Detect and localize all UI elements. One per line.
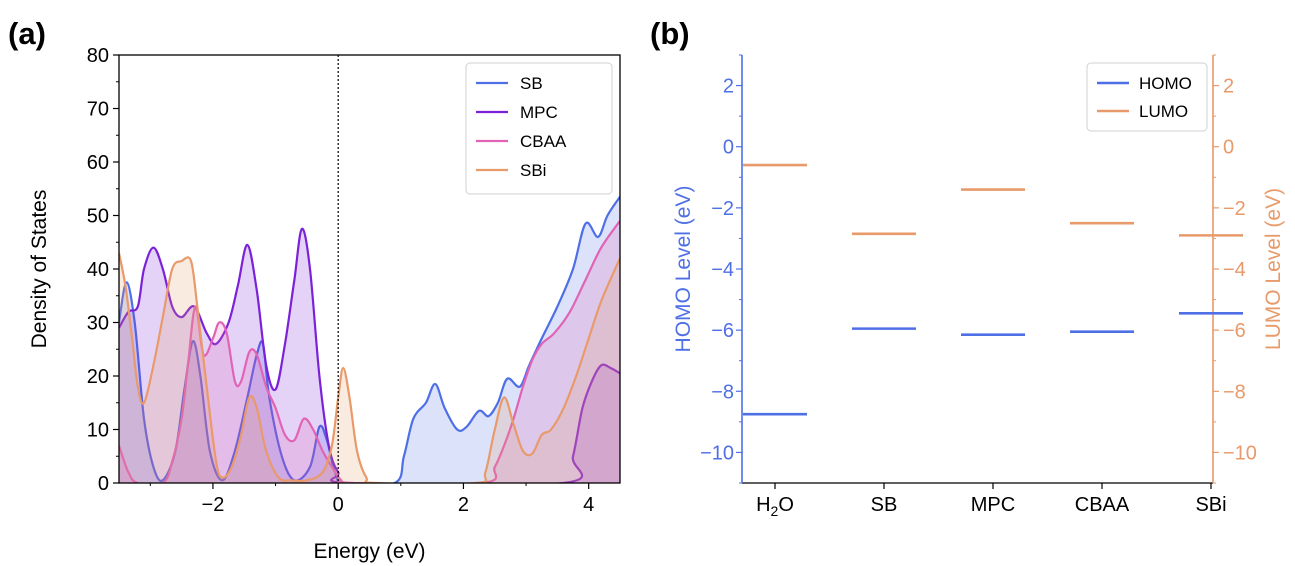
- y-tick-label-a: 80: [87, 45, 109, 67]
- legend-label-homo: HOMO: [1139, 74, 1192, 93]
- panel-label-b: (b): [650, 16, 690, 51]
- y-tick-label-a: 40: [87, 259, 109, 281]
- y-tick-label-a: 60: [87, 152, 109, 174]
- right-y-tick-label-b: −10: [1223, 442, 1257, 464]
- x-tick-label-main: MPC: [971, 494, 1015, 516]
- y-tick-label-a: 10: [87, 420, 109, 442]
- y-tick-label-a: 50: [87, 206, 109, 228]
- dos-fill-sbi: [119, 253, 620, 483]
- panel-a: (a) 0 10 20 30 40 50 60 70 80 −2 0 2 4 Energy (eV) Dens…: [8, 16, 621, 563]
- legend-label-lumo: LUMO: [1139, 102, 1188, 121]
- y-tick-label-a: 20: [87, 366, 109, 388]
- dos-line-cbaa: [119, 220, 620, 483]
- y-axis-label-a: Density of States: [28, 190, 51, 349]
- right-y-tick-label-b: 0: [1223, 137, 1234, 159]
- x-tick-label-subscript: 2: [771, 503, 779, 519]
- legend-box-a: [465, 62, 613, 195]
- legend-label-sb: SB: [520, 74, 543, 93]
- left-y-tick-label-b: −10: [700, 442, 734, 464]
- right-y-tick-label-b: −8: [1223, 381, 1246, 403]
- y-tick-label-a: 30: [87, 313, 109, 335]
- x-tick-label-b: SB: [871, 494, 898, 516]
- x-tick-label-b: H2O: [756, 494, 794, 519]
- left-y-tick-label-b: 0: [723, 137, 734, 159]
- y-tick-label-a: 70: [87, 99, 109, 121]
- legend-box-b: [1086, 62, 1208, 132]
- x-axis-label-a: Energy (eV): [313, 540, 425, 563]
- y-axis-label-left-b: HOMO Level (eV): [672, 186, 695, 353]
- legend-label-mpc: MPC: [520, 103, 558, 122]
- x-tick-label-a: 0: [333, 494, 344, 516]
- x-tick-label-a: 2: [458, 494, 469, 516]
- x-tick-label-b: SBi: [1195, 494, 1226, 516]
- x-tick-label-a: −2: [202, 494, 225, 516]
- x-tick-label-b: CBAA: [1075, 494, 1130, 516]
- legend-label-cbaa: CBAA: [520, 132, 567, 151]
- legend-b: HOMO LUMO: [1086, 62, 1208, 132]
- right-y-tick-label-b: −6: [1223, 320, 1246, 342]
- left-y-tick-label-b: −2: [711, 198, 734, 220]
- dos-line-sbi: [119, 252, 620, 483]
- x-tick-label-rest: O: [778, 494, 794, 516]
- x-tick-label-main: SBi: [1195, 494, 1226, 516]
- right-y-tick-label-b: −2: [1223, 198, 1246, 220]
- legend-label-sbi: SBi: [520, 161, 546, 180]
- left-y-tick-label-b: −8: [711, 381, 734, 403]
- left-y-tick-label-b: −4: [711, 259, 734, 281]
- dos-fill-sb: [119, 196, 620, 483]
- y-axis-label-right-b: LUMO Level (eV): [1262, 188, 1285, 350]
- left-y-tick-label-b: 2: [723, 76, 734, 98]
- left-y-tick-label-b: −6: [711, 320, 734, 342]
- legend-a: SB MPC CBAA SBi: [465, 62, 613, 195]
- y-tick-label-a: 0: [98, 473, 109, 495]
- x-tick-label-a: 4: [583, 494, 594, 516]
- x-tick-label-b: MPC: [971, 494, 1015, 516]
- plot-area-a: [119, 196, 620, 483]
- x-tick-label-main: SB: [871, 494, 898, 516]
- panel-label-a: (a): [8, 16, 46, 51]
- right-y-tick-label-b: 2: [1223, 76, 1234, 98]
- x-tick-label-main: CBAA: [1075, 494, 1130, 516]
- x-tick-label-main: H: [756, 494, 770, 516]
- dos-line-mpc: [119, 227, 620, 483]
- right-y-tick-label-b: −4: [1223, 259, 1246, 281]
